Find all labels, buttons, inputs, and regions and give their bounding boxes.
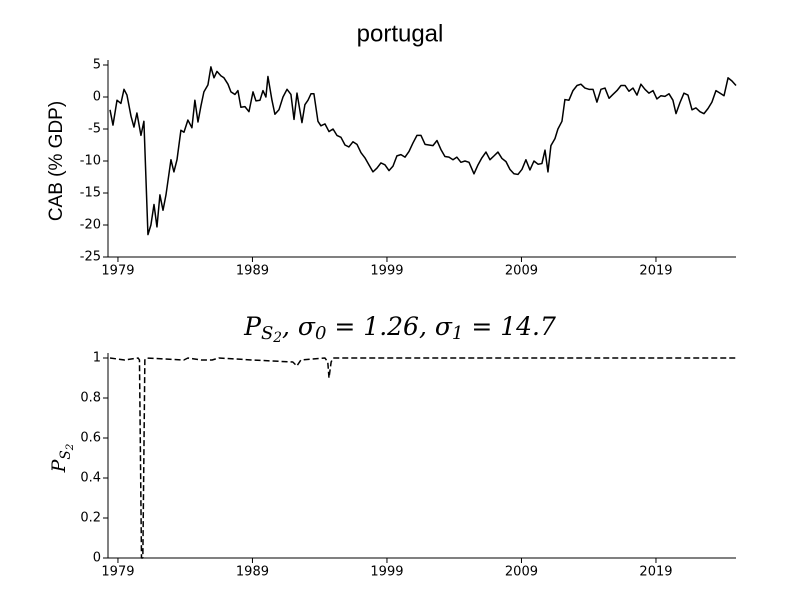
x-tick-label: 2009 [505,264,538,279]
y-tick-label: 0.2 [80,511,101,526]
y-tick-label: 0 [93,551,101,566]
y-tick-label: 0.4 [80,471,101,486]
text-part: 1 [452,323,463,344]
chart-title: portugal [357,20,444,47]
y-tick-label: 0.8 [80,391,101,406]
y-tick-label: -5 [88,122,101,137]
x-tick-label: 1989 [236,264,269,279]
x-tick-label: 1979 [101,565,134,580]
x-tick-label: 2019 [639,565,672,580]
y-tick-label: -25 [80,250,101,265]
text-part: = 14.7 [463,312,556,341]
text-part: S [58,450,74,459]
text-part: P [48,458,70,473]
text-part: 2 [272,330,282,346]
y-tick-label: 0.6 [80,431,101,446]
x-tick-label: 1999 [370,565,403,580]
data-line [109,357,736,559]
text-part: P [243,312,262,341]
x-tick-label: 2009 [505,565,538,580]
y-axis-label: CAB (% GDP) [46,101,67,221]
text-part: S [261,323,273,344]
y-tick-label: -10 [80,154,101,169]
x-tick-label: 1999 [370,264,403,279]
text-part: , σ [282,312,316,341]
y-tick-label: 0 [93,90,101,105]
text-part: = 1.26, σ [326,312,452,341]
y-tick-label: -15 [80,186,101,201]
text-part: 2 [64,443,76,451]
x-tick-label: 2019 [639,264,672,279]
y-tick-label: -20 [80,218,101,233]
y-axis-label: PS2 [48,443,76,473]
y-tick-label: 1 [93,351,101,366]
y-tick-label: 5 [93,58,101,73]
x-tick-label: 1989 [236,565,269,580]
x-tick-label: 1979 [101,264,134,279]
chart-title: PS2, σ0 = 1.26, σ1 = 14.7 [243,312,556,346]
text-part: 0 [315,323,326,344]
data-line [109,66,737,236]
